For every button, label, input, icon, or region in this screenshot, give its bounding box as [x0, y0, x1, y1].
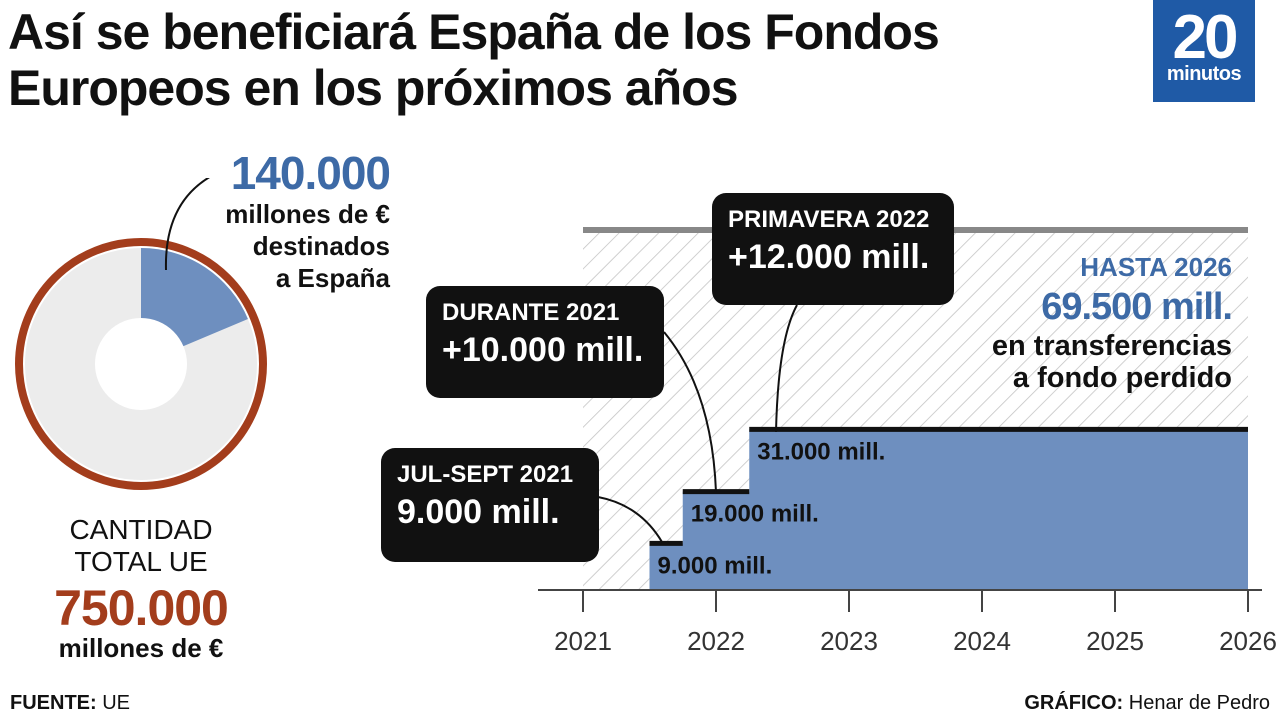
source-label: FUENTE: — [10, 692, 97, 714]
target-desc-line1: en transferencias — [991, 330, 1232, 362]
target-annotation: HASTA 2026 69.500 mill. en transferencia… — [930, 250, 1233, 394]
x-tick-label: 2024 — [953, 626, 1011, 656]
donut-ring — [15, 238, 267, 490]
callout-leader-durante — [663, 331, 717, 493]
callout-value: +10.000 mill. — [442, 331, 644, 369]
chart-title: Así se beneficiará España de los Fondos … — [8, 4, 940, 116]
eu-total: CANTIDAD TOTAL UE 750.000 millones de € — [10, 514, 272, 662]
callout-jul-sept: JUL-SEPT 2021 9.000 mill. — [381, 448, 599, 562]
callout-label: PRIMAVERA 2022 — [728, 206, 930, 233]
x-tick-label: 2022 — [687, 626, 745, 656]
credit-label: GRÁFICO: — [1024, 692, 1124, 714]
source-value: UE — [102, 692, 131, 714]
brand-logo[interactable]: 20 minutos — [1153, 0, 1255, 102]
logo-number: 20 — [1172, 3, 1239, 72]
spain-amount-desc: millones de € destinados a España — [150, 198, 390, 294]
x-tick-label: 2025 — [1086, 626, 1144, 656]
x-tick-label: 2023 — [820, 626, 878, 656]
callout-value: 9.000 mill. — [397, 493, 560, 531]
credit-value: Henar de Pedro — [1128, 692, 1270, 714]
donut-hole — [95, 318, 187, 410]
donut-leader-line — [164, 178, 211, 271]
x-tick-label: 2026 — [1219, 626, 1277, 656]
source-note: FUENTE: UE — [10, 692, 130, 715]
spain-desc-line3: a España — [275, 263, 390, 293]
eu-total-label-line2: TOTAL UE — [74, 546, 208, 577]
eu-total-value: 750.000 — [54, 580, 229, 636]
step-value-label: 31.000 mill. — [757, 438, 885, 465]
callout-value: +12.000 mill. — [728, 238, 930, 276]
step-value-label: 19.000 mill. — [691, 501, 819, 528]
callout-primavera: PRIMAVERA 2022 +12.000 mill. — [712, 193, 954, 305]
credit-note: GRÁFICO: Henar de Pedro — [1024, 692, 1270, 715]
eu-total-label: CANTIDAD TOTAL UE — [10, 514, 272, 578]
callout-leader-jul-sept — [597, 496, 663, 543]
target-desc-line2: a fondo perdido — [1012, 362, 1232, 394]
target-value: 69.500 mill. — [1041, 286, 1233, 328]
callout-label: JUL-SEPT 2021 — [397, 461, 574, 488]
x-tick-label: 2021 — [554, 626, 612, 656]
area-fill — [649, 429, 1248, 590]
step-value-label: 9.000 mill. — [658, 552, 773, 579]
eu-total-unit: millones de € — [58, 633, 224, 663]
donut-chart — [15, 178, 267, 490]
spain-amount: 140.000 — [230, 147, 391, 199]
callout-label: DURANTE 2021 — [442, 299, 620, 326]
logo-word: minutos — [1166, 63, 1242, 85]
spain-desc-line2: destinados — [252, 231, 390, 261]
target-label: HASTA 2026 — [1080, 252, 1232, 282]
callout-leader-primavera — [775, 304, 798, 433]
spain-desc-line1: millones de € — [225, 199, 390, 229]
callout-durante: DURANTE 2021 +10.000 mill. — [426, 286, 664, 398]
eu-total-label-line1: CANTIDAD — [69, 514, 213, 545]
